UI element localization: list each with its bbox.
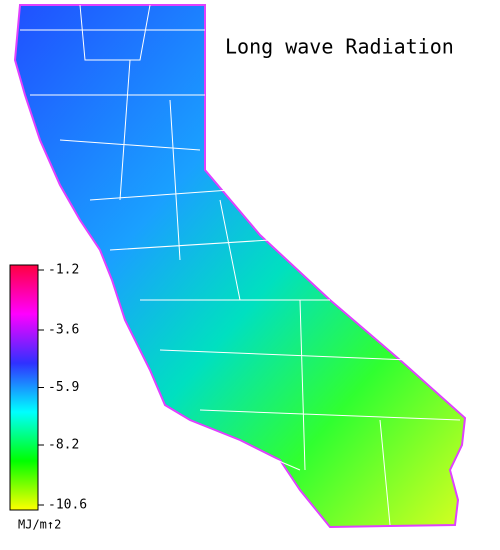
colorbar-unit: MJ/m↑2 bbox=[18, 518, 61, 532]
state-shape bbox=[13, 4, 467, 529]
map-title: Long wave Radiation bbox=[225, 35, 454, 59]
colorbar-tick-label: -1.2 bbox=[48, 263, 79, 278]
county-lines bbox=[20, 4, 461, 526]
colorbar-tick-label: -5.9 bbox=[48, 380, 79, 395]
colorbar bbox=[9, 264, 39, 511]
colorbar-tick-label: -3.6 bbox=[48, 323, 79, 338]
colorbar-tick-label: -8.2 bbox=[48, 438, 79, 453]
colorbar-tick-label: -10.6 bbox=[48, 498, 87, 513]
